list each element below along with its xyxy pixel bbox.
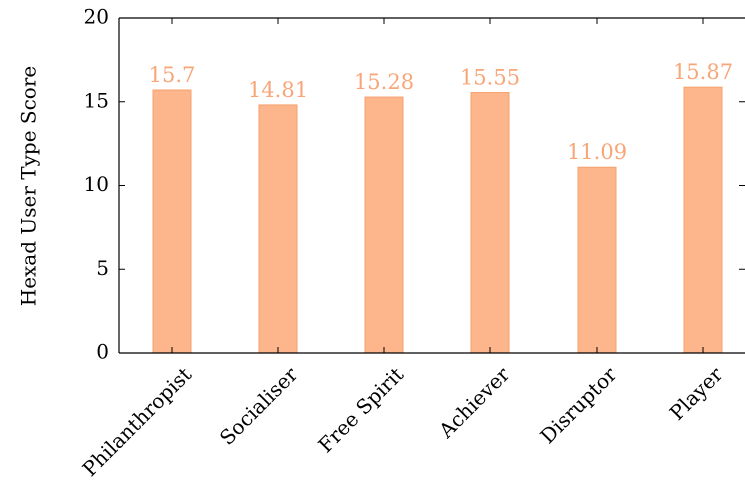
bar-value-label: 11.09 (567, 140, 627, 164)
bar-value-label: 15.87 (673, 60, 733, 84)
x-tick-label: Free Spirit (313, 362, 408, 457)
bar-player (683, 86, 723, 354)
y-axis-title: Hexad User Type Score (17, 66, 41, 307)
bar-philanthropist (152, 89, 192, 354)
bar-value-label: 15.7 (149, 63, 196, 87)
x-tick-label: Achiever (433, 362, 514, 443)
bar-value-label: 15.28 (354, 70, 414, 94)
y-tick-label: 0 (96, 340, 109, 364)
y-ticks-group: 0 5 10 15 20 (84, 5, 745, 364)
axes-group (118, 17, 745, 354)
bar-socialiser (258, 104, 298, 354)
bar-value-label: 14.81 (248, 78, 308, 102)
x-tick-label: Philanthropist (78, 362, 197, 481)
y-tick-label: 15 (84, 88, 109, 112)
x-tick-label: Disruptor (535, 362, 621, 448)
x-tick-label: Player (665, 362, 728, 425)
y-tick-label: 10 (84, 172, 109, 196)
data-labels-group: 15.7 14.81 15.28 15.55 11.09 15.87 (149, 60, 733, 164)
x-tick-label: Socialiser (215, 362, 303, 450)
bar-free-spirit (364, 96, 404, 354)
y-tick-label: 5 (96, 256, 109, 280)
bars-group (152, 86, 723, 354)
bar-disruptor (577, 166, 617, 354)
y-tick-label: 20 (84, 5, 109, 29)
bar-value-label: 15.55 (460, 66, 520, 90)
bar-achiever (470, 92, 510, 354)
